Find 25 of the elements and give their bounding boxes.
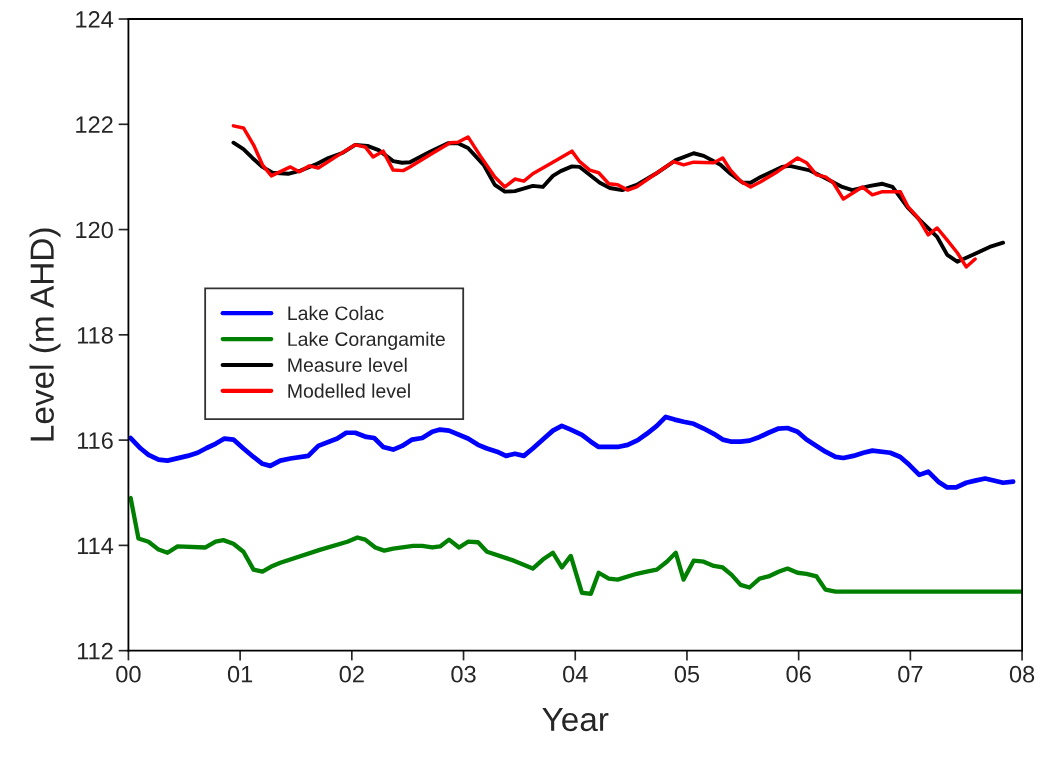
y-tick-label: 122 (76, 116, 113, 133)
legend-label: Measure level (288, 357, 407, 372)
x-axis-title: Year (542, 707, 609, 732)
y-tick-label: 124 (76, 11, 114, 28)
x-tick-label: 05 (674, 665, 700, 683)
y-axis-title: Level (m AHD) (29, 228, 61, 441)
legend-label: Lake Colac (288, 305, 384, 321)
line-series (128, 495, 1023, 596)
y-tick-label: 118 (77, 326, 113, 344)
y-tick-label: 112 (77, 642, 113, 660)
y-tick-label: 114 (77, 537, 114, 554)
x-tick-label: 02 (339, 665, 364, 683)
x-tick-label: 06 (786, 665, 811, 683)
x-tick-label: 00 (116, 665, 141, 683)
x-tick-label: 01 (227, 665, 253, 683)
legend-label: Lake Corangamite (288, 331, 445, 350)
x-tick-label: 04 (563, 665, 588, 683)
line-series (231, 124, 977, 269)
y-tick-label: 116 (77, 432, 113, 449)
line-series (128, 414, 1016, 490)
x-tick-label: 07 (898, 665, 923, 683)
y-tick-label: 120 (76, 221, 113, 239)
legend-label: Modelled level (288, 383, 410, 398)
x-tick-label: 03 (451, 665, 476, 683)
x-tick-label: 08 (1009, 665, 1035, 683)
